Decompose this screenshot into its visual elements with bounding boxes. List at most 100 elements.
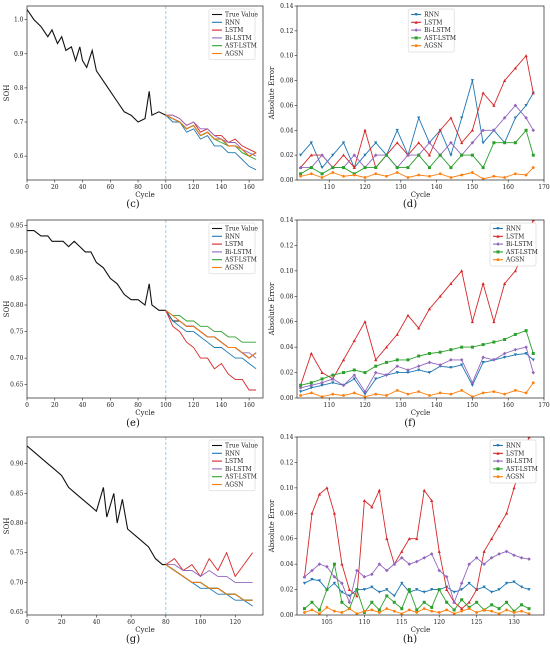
agsn-marker	[481, 177, 485, 180]
plot-area	[27, 220, 257, 398]
ast-lstm-marker	[302, 607, 306, 611]
rnn-marker	[452, 590, 456, 594]
rnn-marker	[422, 590, 426, 594]
legend-box	[489, 222, 537, 267]
rnn-marker	[460, 116, 464, 120]
x-tick-label: 170	[538, 184, 550, 191]
lstm-marker	[374, 358, 378, 362]
bi-lstm-marker	[317, 562, 322, 566]
rnn-marker	[531, 358, 535, 362]
bi-lstm-marker	[531, 370, 536, 375]
rnn-marker	[449, 366, 453, 370]
bi-lstm-marker	[407, 562, 412, 566]
lstm-marker	[377, 488, 381, 492]
legend-box	[407, 8, 455, 53]
lstm-marker	[496, 451, 500, 455]
bi-lstm-marker	[352, 153, 357, 157]
bi-lstm-marker	[392, 562, 397, 566]
rnn-marker	[377, 590, 381, 594]
lstm-marker	[395, 141, 399, 145]
x-tick-label: 20	[58, 619, 66, 626]
x-tick-label: 0	[25, 402, 29, 409]
rnn-marker	[406, 371, 410, 375]
x-tick-label: 140	[431, 184, 443, 191]
y-axis-label: Absolute Error	[268, 66, 276, 120]
bi-lstm-marker	[414, 559, 419, 564]
agsn-marker	[490, 609, 494, 613]
lstm-marker	[340, 562, 344, 566]
legend-label: AST-LSTM	[505, 466, 538, 473]
ast-lstm-marker	[332, 562, 336, 566]
y-tick-label: 0.06	[280, 536, 294, 543]
ast-lstm-marker	[363, 166, 367, 170]
lstm-marker	[467, 600, 471, 604]
ast-lstm-marker	[320, 172, 324, 176]
y-tick-label: 0.02	[280, 370, 294, 377]
x-tick-label: 110	[323, 184, 335, 191]
ast-lstm-marker	[342, 166, 346, 170]
ast-lstm-marker	[320, 377, 324, 381]
lstm-marker	[438, 294, 442, 298]
legend-label: AST-LSTM	[423, 35, 456, 42]
ast-lstm-marker	[531, 153, 535, 157]
agsn-marker	[527, 612, 531, 615]
x-tick-label: 120	[188, 184, 200, 191]
bi-lstm-marker	[497, 552, 501, 556]
agsn-marker	[497, 612, 501, 615]
agsn-marker	[505, 608, 508, 612]
legend-label: Bi-LSTM	[506, 458, 533, 465]
bi-lstm-line	[304, 550, 530, 604]
ast-lstm-marker	[309, 166, 313, 170]
bi-lstm-marker	[340, 581, 344, 586]
ast-lstm-marker	[437, 588, 441, 592]
agsn-marker	[460, 173, 464, 177]
rnn-marker	[362, 588, 366, 592]
plot-frame	[26, 219, 264, 399]
rnn-line	[165, 114, 257, 171]
bi-lstm-marker	[373, 153, 378, 157]
rnn-marker	[298, 390, 303, 394]
lstm-marker	[341, 358, 346, 362]
chart-panel: 110 120 130 140 150 160 170 0.00 0.02 0.04 0.06 0.0…	[268, 217, 550, 429]
y-tick-label: 0.00	[280, 612, 294, 619]
lstm-marker	[309, 153, 313, 157]
x-tick-label: 125	[471, 619, 483, 626]
bi-lstm-marker	[449, 358, 453, 362]
x-axis-label: Cycle	[135, 409, 155, 417]
y-tick-label: 0.65	[10, 609, 24, 616]
agsn-marker	[318, 612, 321, 615]
lstm-marker	[417, 326, 421, 330]
agsn-marker	[309, 172, 313, 176]
lstm-marker	[531, 91, 535, 95]
y-tick-label: 0.04	[280, 344, 294, 351]
rnn-marker	[352, 377, 356, 381]
ast-lstm-marker	[384, 153, 388, 157]
y-tick-label: 0.14	[280, 3, 294, 10]
lstm-line	[300, 54, 534, 169]
ast-lstm-marker	[470, 153, 474, 157]
ast-lstm-marker	[531, 352, 535, 355]
y-tick-label: 0.04	[280, 127, 294, 134]
x-tick-label: 140	[216, 402, 228, 409]
lstm-marker	[422, 488, 426, 492]
agsn-marker	[406, 392, 410, 396]
x-tick-label: 120	[359, 184, 371, 191]
agsn-marker	[460, 609, 464, 613]
lstm-marker	[492, 320, 496, 324]
rnn-marker	[395, 371, 399, 375]
rnn-marker	[524, 104, 528, 108]
lstm-line	[165, 114, 257, 154]
ast-lstm-marker	[309, 381, 313, 385]
chart-panel: 0 20 40 60 80 100 120 140 160 0.65 0.70 0.75 0.80 0.8…	[3, 219, 264, 429]
ast-lstm-marker	[299, 383, 303, 387]
y-tick-label: 0.14	[280, 434, 294, 441]
agsn-marker	[400, 612, 404, 615]
bi-lstm-marker	[482, 562, 486, 566]
bi-lstm-marker	[459, 358, 464, 362]
agsn-marker	[374, 172, 378, 176]
y-tick-label: 0.80	[10, 520, 24, 527]
x-axis-label: Cycle	[135, 191, 155, 199]
agsn-marker	[467, 607, 471, 611]
